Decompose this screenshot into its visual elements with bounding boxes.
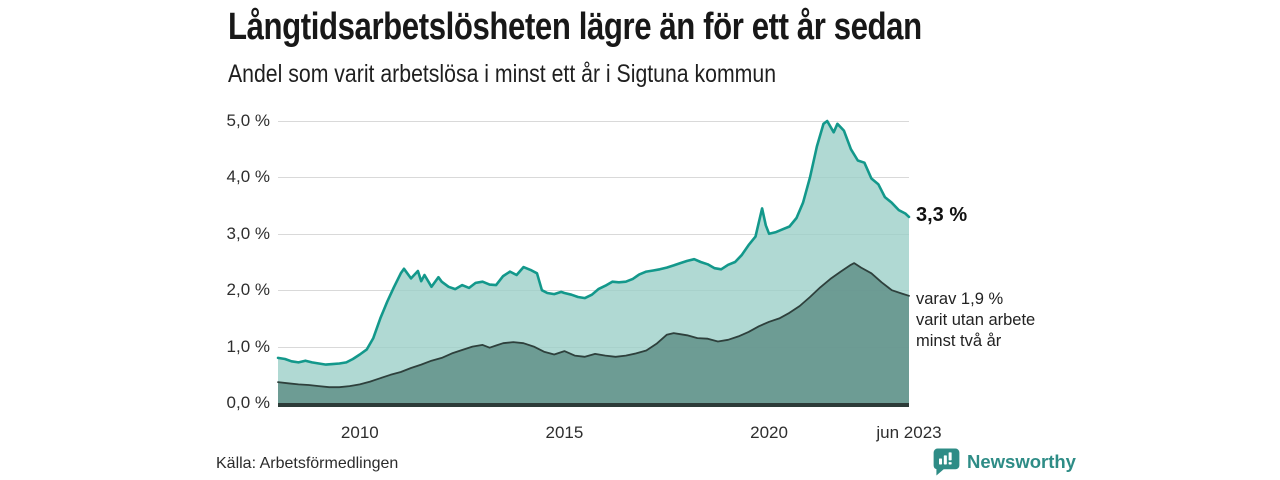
newsworthy-logo-icon (933, 448, 960, 476)
y-axis-tick-label: 4,0 % (226, 167, 270, 187)
area-chart-svg (276, 119, 911, 403)
y-axis-tick-label: 1,0 % (226, 336, 270, 356)
y-axis-tick-label: 0,0 % (226, 393, 270, 412)
annotation-line: minst två år (916, 332, 1002, 350)
x-axis-tick-label: jun 2023 (876, 423, 942, 442)
y-gridline (278, 233, 909, 235)
y-axis-tick-label: 2,0 % (226, 280, 270, 300)
x-axis-tick-label: 2015 (545, 423, 584, 442)
brand-name: Newsworthy (967, 451, 1076, 472)
x-axis-baseline (278, 403, 909, 407)
y-gridline (278, 121, 909, 122)
y-axis-tick-label: 3,0 % (226, 223, 270, 243)
chart-subtitle: Andel som varit arbetslösa i minst ett å… (228, 60, 777, 88)
annotation-line: varit utan arbete (916, 311, 1036, 329)
annotation-line: varav 1,9 % (916, 290, 1004, 308)
brand-logo: Newsworthy (933, 448, 1076, 476)
source-credit: Källa: Arbetsförmedlingen (216, 455, 399, 472)
annotation-latest-value: 3,3 % (916, 204, 968, 226)
x-axis-tick-label: 2020 (750, 423, 788, 442)
y-gridline (278, 177, 909, 179)
annotation-two-year-block: varav 1,9 % varit utan arbete minst två … (916, 289, 1035, 352)
series-line-two-years (277, 262, 910, 389)
y-axis-tick-label: 5,0 % (226, 111, 270, 130)
area-fill-two-years (278, 263, 909, 403)
y-gridline (278, 290, 909, 292)
x-axis-tick-label: 2010 (340, 423, 379, 442)
series-line-total (276, 119, 911, 366)
page-title: Långtidsarbetslösheten lägre än för ett … (228, 6, 922, 48)
